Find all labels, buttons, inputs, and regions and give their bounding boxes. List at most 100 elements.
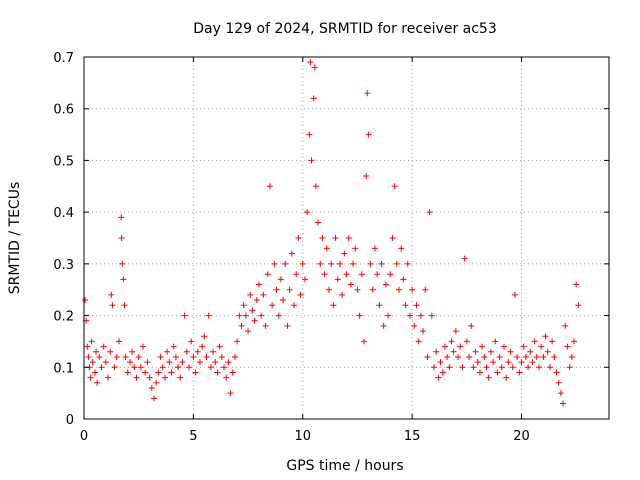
data-point [511,291,518,298]
data-point [404,260,411,267]
data-point [354,286,361,293]
data-point [463,338,470,345]
data-point [312,183,319,190]
data-point [516,369,523,376]
data-point [398,245,405,252]
data-point [485,374,492,381]
y-tick-label: 0 [66,413,74,428]
data-point [275,312,282,319]
data-point [203,353,210,360]
data-point [367,260,374,267]
data-point [89,359,96,366]
data-point [109,302,116,309]
data-point [356,312,363,319]
data-point [122,353,129,360]
data-point [466,353,472,360]
data-point [153,379,160,386]
data-point [144,359,151,366]
data-point [492,338,499,345]
data-point [129,348,136,355]
data-point [431,364,437,371]
data-point [264,271,271,278]
data-point [273,286,280,293]
data-point [415,338,422,345]
data-point [444,353,451,360]
data-point [413,302,420,309]
y-axis-label: SRMTID / TECUs [7,182,23,295]
data-point [218,353,225,360]
data-point [124,369,131,376]
data-point [435,374,442,381]
data-point [84,343,91,350]
data-point [402,302,409,309]
data-point [179,359,186,366]
data-point [170,343,177,350]
data-point [175,364,182,371]
data-point [295,235,302,241]
data-point [269,302,276,309]
data-point [229,369,236,376]
data-point [420,328,427,335]
data-point [120,276,127,283]
data-point [494,369,501,376]
data-point [490,359,497,366]
data-point [457,343,464,350]
data-point [133,374,140,381]
y-tick-label: 0.3 [53,258,74,273]
data-point [378,260,385,267]
data-point [507,348,514,355]
data-point [433,348,440,355]
data-point [573,281,580,288]
data-point [256,281,262,288]
data-point [483,364,490,371]
data-point [192,369,199,376]
data-point [258,312,265,319]
data-point [262,322,269,329]
data-point [365,131,372,138]
data-point [374,271,381,278]
data-point [271,260,278,267]
data-point [566,364,573,371]
data-point [207,364,214,371]
data-point [350,260,357,267]
data-point [448,338,455,345]
data-point [496,353,503,360]
data-point [299,260,306,267]
data-point [151,395,157,402]
data-point [157,353,164,360]
data-point [441,343,448,350]
data-point [304,209,311,216]
data-point [387,271,394,278]
y-tick-label: 0.5 [53,154,74,169]
data-point [181,312,188,319]
data-point [186,364,192,371]
data-point [194,348,201,355]
data-point [245,328,252,335]
data-point [509,364,516,371]
data-point [424,353,431,360]
data-point [564,343,571,350]
data-point [238,322,245,329]
data-point [533,353,540,360]
y-tick-label: 0.1 [53,361,74,376]
data-point [347,281,354,288]
data-point [148,384,155,391]
data-point [352,245,359,252]
data-point [172,353,179,360]
data-point [116,338,122,345]
data-point [196,359,203,366]
data-point [323,245,330,252]
data-point [166,359,173,366]
data-point [310,95,317,102]
data-point [472,348,479,355]
data-point [481,353,488,360]
data-point [183,348,190,355]
data-point [102,359,109,366]
x-tick-label: 5 [189,429,197,444]
data-point [301,276,308,283]
y-tick-label: 0.7 [53,51,74,66]
data-point [251,317,258,324]
y-tick-label: 0.4 [53,206,74,221]
data-point [240,302,247,309]
data-point [529,359,536,366]
